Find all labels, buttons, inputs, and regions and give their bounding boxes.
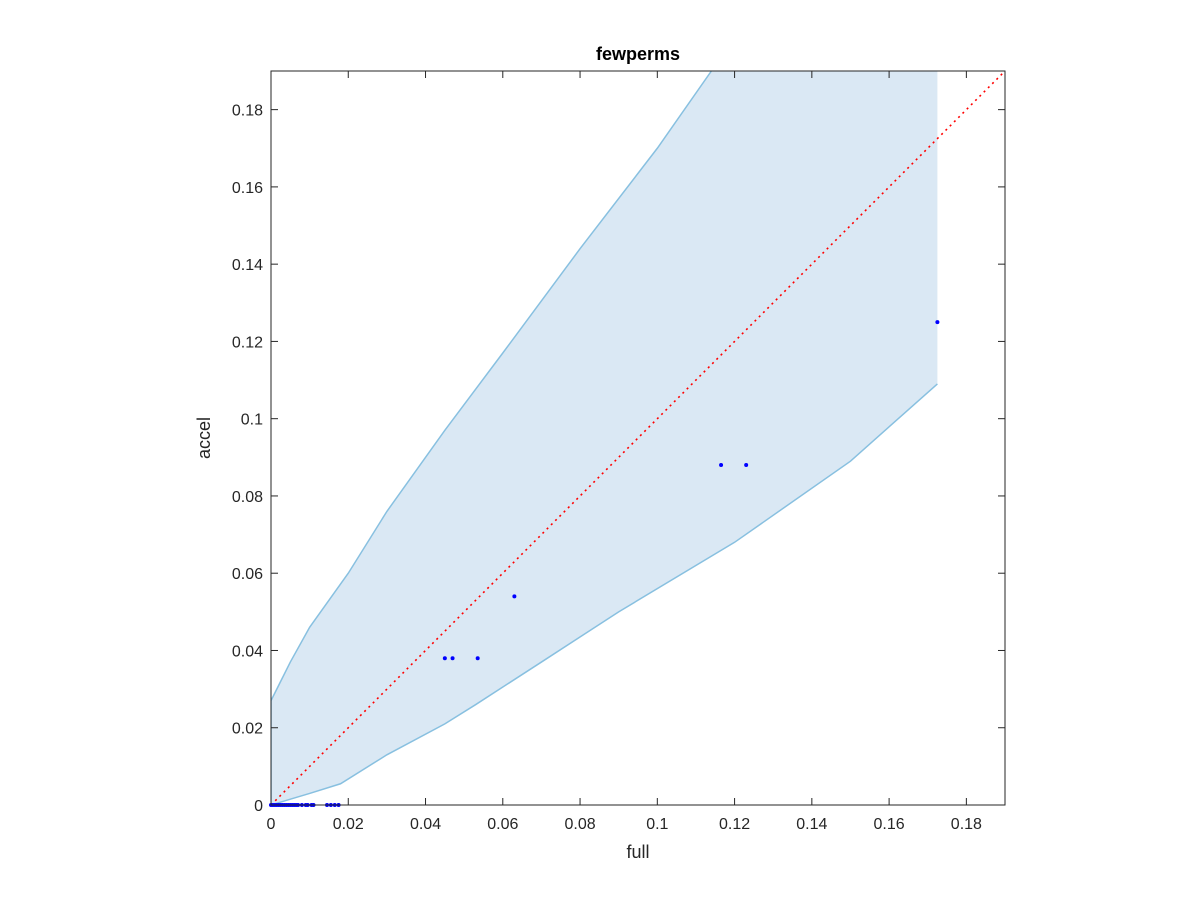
data-point — [475, 656, 480, 661]
x-tick-label: 0.06 — [487, 816, 518, 833]
plot-area: 0 0.02 0.04 0.06 0.08 0.1 0.12 0.14 0.16 0.18 0 0.… — [232, 70, 1006, 833]
y-tick-label: 0.18 — [232, 103, 263, 120]
data-point — [744, 463, 749, 468]
y-tick-label: 0.1 — [241, 412, 263, 429]
x-tick-label: 0.12 — [719, 816, 750, 833]
band-upper-edge — [271, 71, 713, 702]
y-tick-label: 0.14 — [232, 257, 263, 274]
x-tick-label: 0 — [267, 816, 276, 833]
y-axis-ticks: 0 0.02 0.04 0.06 0.08 0.1 0.12 0.14 0.16 0.18 — [232, 103, 1005, 815]
reference-line — [271, 71, 1005, 805]
y-tick-label: 0.06 — [232, 566, 263, 583]
x-tick-label: 0.14 — [796, 816, 827, 833]
axes-box — [270, 70, 1006, 806]
band-lower-edge — [271, 383, 938, 805]
y-tick-label: 0 — [254, 798, 263, 815]
x-tick-label: 0.02 — [333, 816, 364, 833]
y-tick-label: 0.08 — [232, 489, 263, 506]
y-tick-label: 0.02 — [232, 721, 263, 738]
x-axis-ticks: 0 0.02 0.04 0.06 0.08 0.1 0.12 0.14 0.16 0.18 — [267, 71, 982, 833]
y-tick-label: 0.16 — [232, 180, 263, 197]
data-point — [450, 656, 455, 661]
x-tick-label: 0.18 — [951, 816, 982, 833]
x-tick-label: 0.1 — [646, 816, 668, 833]
data-point — [442, 656, 447, 661]
data-point — [935, 320, 940, 325]
x-tick-label: 0.08 — [564, 816, 595, 833]
data-point — [719, 463, 724, 468]
x-axis-label: full — [626, 842, 649, 862]
y-axis-label: accel — [194, 417, 214, 459]
y-tick-label: 0.04 — [232, 643, 263, 660]
confidence-band — [271, 71, 938, 805]
data-point — [512, 594, 517, 599]
band-fill — [271, 71, 938, 805]
y-tick-label: 0.12 — [232, 334, 263, 351]
reference-line-layer — [271, 71, 1005, 805]
chart-title: fewperms — [596, 44, 680, 64]
x-tick-label: 0.16 — [874, 816, 905, 833]
x-tick-label: 0.04 — [410, 816, 441, 833]
